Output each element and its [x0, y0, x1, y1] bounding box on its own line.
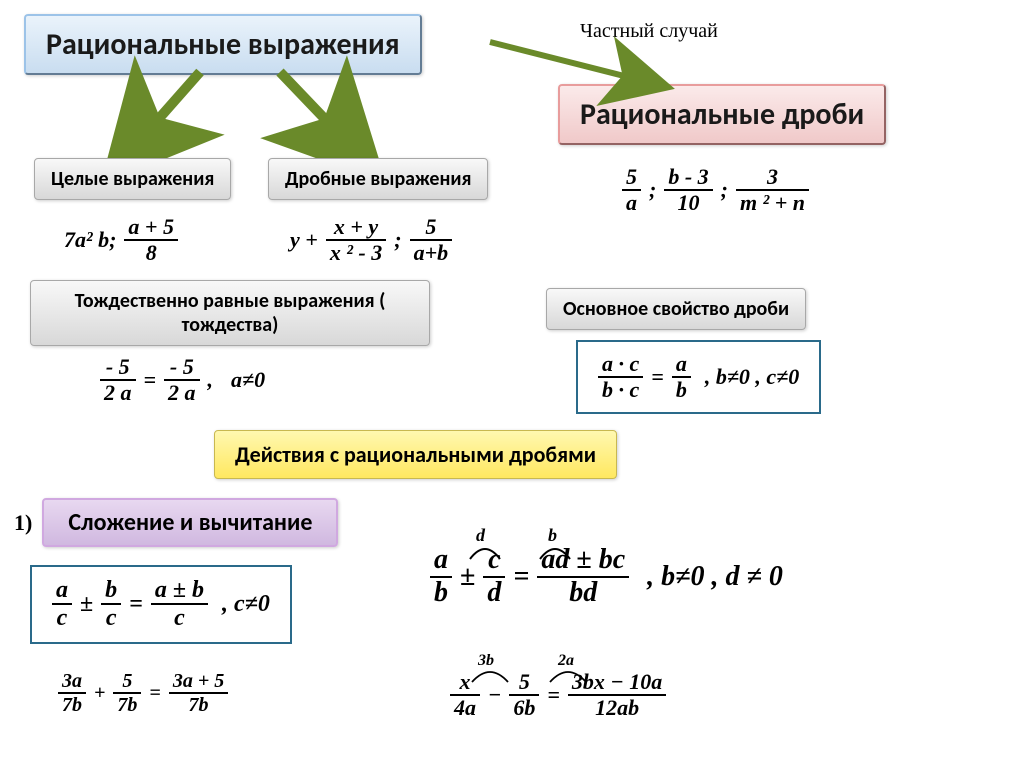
- addition-number: 1): [14, 510, 32, 535]
- addition-diff-example: 3b 2a x4a − 56b = 3bx − 10a12ab: [450, 670, 666, 720]
- box-addition: Сложение и вычитание: [42, 498, 338, 547]
- rational-fractions-examples: 5a ; b - 310 ; 3m ² + n: [622, 165, 809, 215]
- box-main-property: Основное свойство дроби: [546, 288, 806, 330]
- box-fractional-expressions: Дробные выражения: [268, 158, 488, 200]
- box-integer-expressions: Целые выражения: [34, 158, 231, 200]
- addition-same-formula: ac ± bc = a ± bc , c≠0: [30, 565, 292, 644]
- integer-examples: 7a² b; a + 58: [64, 215, 178, 265]
- fractional-expr-label: Дробные выражения: [285, 167, 471, 191]
- box-identity: Тождественно равные выражения ( тождеств…: [30, 280, 430, 346]
- integer-expr-label: Целые выражения: [51, 167, 214, 191]
- main-property-formula: a · cb · c = ab , b≠0 , c≠0: [576, 340, 821, 414]
- fractional-examples: y + x + yx ² - 3 ; 5a+b: [290, 215, 452, 265]
- main-property-label: Основное свойство дроби: [563, 297, 789, 321]
- identity-example: - 52 a = - 52 a , a≠0: [100, 355, 265, 405]
- identity-label: Тождественно равные выражения ( тождеств…: [75, 289, 386, 337]
- addition-same-example: 3a7b + 57b = 3a + 57b: [58, 670, 228, 716]
- addition-row: 1) Сложение и вычитание: [14, 498, 338, 547]
- addition-label: Сложение и вычитание: [68, 508, 312, 537]
- addition-diff-block: d b ab ± cd = ad ± bcbd , b≠0 , d ≠ 0: [430, 545, 783, 609]
- operations-label: Действия с рациональными дробями: [235, 441, 596, 468]
- box-operations: Действия с рациональными дробями: [214, 430, 617, 479]
